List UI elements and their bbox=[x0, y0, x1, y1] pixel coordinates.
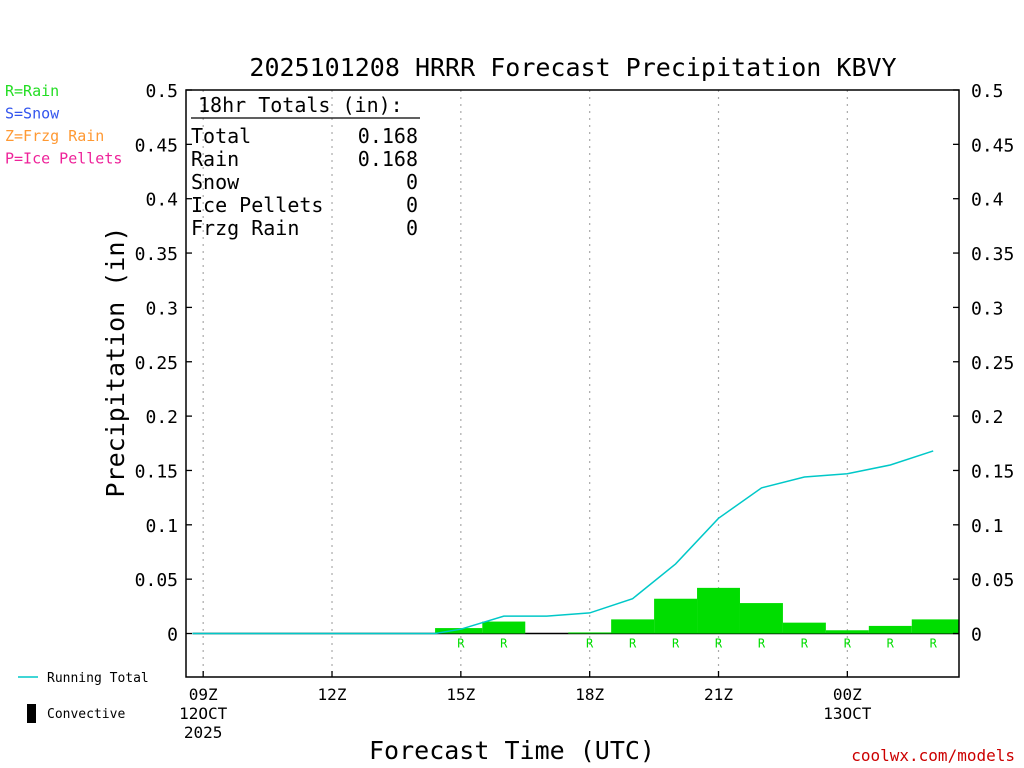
running-total-layer bbox=[192, 450, 934, 635]
y-tick-label-left: 0.25 bbox=[135, 353, 178, 374]
y-tick-label-left: 0.15 bbox=[135, 461, 178, 482]
precip-bar bbox=[482, 621, 526, 634]
precip-bar bbox=[868, 625, 912, 634]
precip-bar bbox=[611, 619, 655, 634]
precip-bars bbox=[435, 587, 959, 634]
y-tick-label-right: 0.15 bbox=[971, 461, 1014, 482]
axes bbox=[185, 89, 960, 678]
ptype-marker: R bbox=[930, 637, 938, 651]
ptype-marker: R bbox=[629, 637, 637, 651]
chart-title: 2025101208 HRRR Forecast Precipitation K… bbox=[249, 53, 896, 82]
chart-text: R R R R R R R R R R R0 00.05 0.050.1 0.10.15 0.150.2 0.… bbox=[5, 53, 1015, 765]
precip-bar bbox=[568, 632, 612, 634]
y-axis-label: Precipitation (in) bbox=[101, 227, 130, 498]
credit-text: coolwx.com/models bbox=[851, 746, 1015, 765]
ptype-marker: R bbox=[758, 637, 766, 651]
ptype-marker: R bbox=[586, 637, 594, 651]
plot-frame bbox=[185, 89, 960, 678]
ptype-legend-item: Z=Frzg Rain bbox=[5, 127, 104, 145]
y-tick-label-right: 0.2 bbox=[971, 407, 1004, 428]
convective-legend-swatch bbox=[27, 704, 36, 723]
ptype-legend-item: S=Snow bbox=[5, 105, 60, 123]
x-tick-label: 12Z bbox=[318, 685, 347, 704]
totals-row-label: Rain bbox=[191, 147, 239, 171]
precip-bar bbox=[739, 603, 783, 634]
x-tick-label: 18Z bbox=[575, 685, 604, 704]
totals-row-label: Snow bbox=[191, 170, 240, 194]
ptype-marker: R bbox=[801, 637, 809, 651]
ptype-marker: R bbox=[500, 637, 508, 651]
convective-legend-label: Convective bbox=[47, 707, 125, 722]
x-tick-label: 15Z bbox=[446, 685, 475, 704]
totals-row-value: 0 bbox=[406, 193, 418, 217]
x-tick-label: 2025 bbox=[184, 723, 223, 742]
precip-bar bbox=[697, 587, 740, 634]
running-total-line bbox=[192, 450, 934, 635]
precip-bar bbox=[435, 628, 483, 634]
precip-bar bbox=[825, 630, 869, 634]
x-tick-label: 09Z bbox=[189, 685, 218, 704]
y-tick-label-left: 0.45 bbox=[135, 135, 178, 156]
y-tick-label-right: 0.4 bbox=[971, 190, 1004, 211]
running-total-legend-label: Running Total bbox=[47, 671, 149, 686]
totals-row-value: 0 bbox=[406, 216, 418, 240]
y-tick-label-right: 0.5 bbox=[971, 81, 1004, 102]
totals-row-value: 0.168 bbox=[358, 124, 418, 148]
precip-bar bbox=[782, 622, 826, 634]
y-tick-label-left: 0.3 bbox=[145, 298, 178, 319]
x-tick-label: 13OCT bbox=[823, 704, 872, 723]
precip-bar bbox=[911, 619, 959, 634]
grid-lines bbox=[192, 90, 959, 677]
totals-row-label: Ice Pellets bbox=[191, 193, 323, 217]
axis-ticks bbox=[186, 89, 959, 677]
y-tick-label-right: 0.05 bbox=[971, 570, 1014, 591]
totals-header: 18hr Totals (in): bbox=[198, 93, 403, 117]
y-tick-label-left: 0.35 bbox=[135, 244, 178, 265]
totals-row-label: Frzg Rain bbox=[191, 216, 299, 240]
x-tick-label: 12OCT bbox=[179, 704, 228, 723]
ptype-marker: R bbox=[887, 637, 895, 651]
y-tick-label-left: 0.2 bbox=[145, 407, 178, 428]
y-tick-label-left: 0.5 bbox=[145, 81, 178, 102]
y-tick-label-left: 0 bbox=[167, 625, 178, 646]
ptype-marker: R bbox=[844, 637, 852, 651]
x-tick-label: 21Z bbox=[704, 685, 733, 704]
x-axis-label: Forecast Time (UTC) bbox=[369, 736, 655, 765]
y-tick-label-right: 0.25 bbox=[971, 353, 1014, 374]
y-tick-label-right: 0 bbox=[971, 625, 982, 646]
totals-row-value: 0.168 bbox=[358, 147, 418, 171]
ptype-legend-item: P=Ice Pellets bbox=[5, 150, 122, 168]
y-tick-label-right: 0.1 bbox=[971, 516, 1004, 537]
y-tick-label-right: 0.45 bbox=[971, 135, 1014, 156]
y-tick-label-left: 0.1 bbox=[145, 516, 178, 537]
ptype-marker: R bbox=[457, 637, 465, 651]
ptype-marker: R bbox=[715, 637, 723, 651]
y-tick-label-right: 0.35 bbox=[971, 244, 1014, 265]
totals-row-label: Total bbox=[191, 124, 251, 148]
x-tick-label: 00Z bbox=[833, 685, 862, 704]
ptype-legend-item: R=Rain bbox=[5, 82, 59, 100]
y-tick-label-left: 0.4 bbox=[145, 190, 178, 211]
precip-bar bbox=[654, 598, 698, 634]
ptype-marker: R bbox=[672, 637, 680, 651]
y-tick-label-right: 0.3 bbox=[971, 298, 1004, 319]
totals-row-value: 0 bbox=[406, 170, 418, 194]
y-tick-label-left: 0.05 bbox=[135, 570, 178, 591]
